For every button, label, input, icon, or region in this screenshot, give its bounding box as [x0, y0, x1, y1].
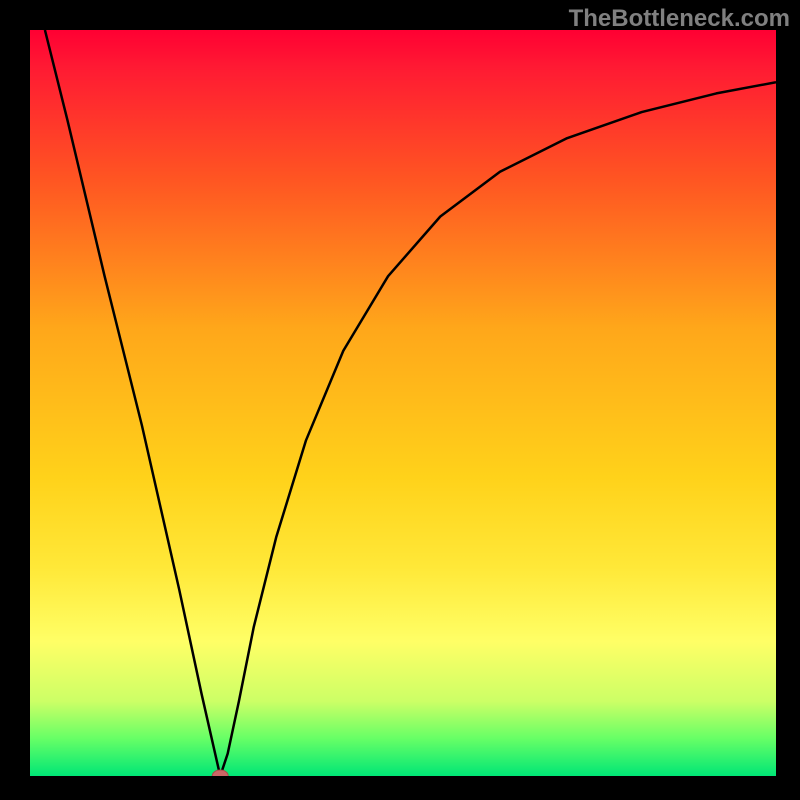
gradient-background	[30, 30, 776, 776]
watermark-text: TheBottleneck.com	[569, 5, 790, 33]
chart-canvas: TheBottleneck.com	[0, 0, 800, 800]
plot-area	[30, 30, 776, 776]
gradient-and-curve-svg	[30, 30, 776, 776]
